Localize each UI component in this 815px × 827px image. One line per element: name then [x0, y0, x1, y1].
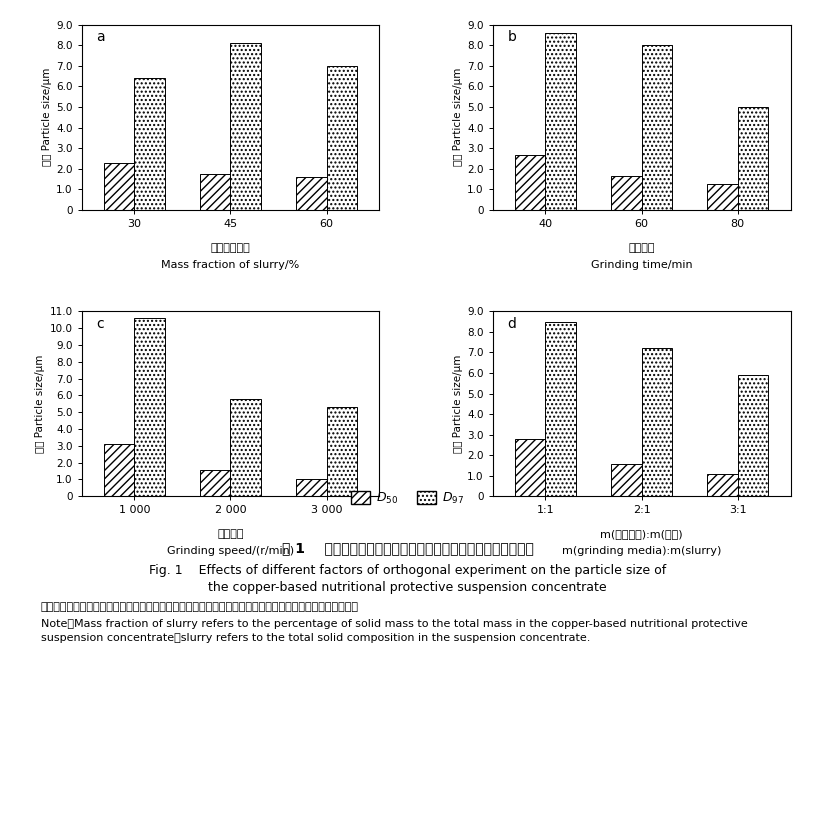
Bar [231, 43, 262, 210]
Text: m(grinding media):m(slurry): m(grinding media):m(slurry) [562, 546, 721, 556]
Text: 浆料质量分数: 浆料质量分数 [210, 243, 250, 253]
Bar [610, 176, 641, 210]
Bar [641, 45, 672, 210]
Bar [738, 375, 769, 496]
Text: 图 1    研磨正交实验各因素对铜基营养保护剂悬浮剂粒径的影响: 图 1 研磨正交实验各因素对铜基营养保护剂悬浮剂粒径的影响 [281, 542, 534, 556]
Bar [296, 479, 327, 496]
Bar [641, 348, 672, 496]
Bar [200, 174, 231, 210]
Legend: $D_{50}$, $D_{97}$: $D_{50}$, $D_{97}$ [346, 485, 469, 510]
Bar [515, 155, 545, 210]
Y-axis label: 粒径 Particle size/μm: 粒径 Particle size/μm [35, 355, 45, 453]
Bar [134, 79, 165, 210]
Text: the copper-based nutritional protective suspension concentrate: the copper-based nutritional protective … [208, 581, 607, 594]
Y-axis label: 粒径 Particle size/μm: 粒径 Particle size/μm [453, 355, 463, 453]
Y-axis label: 粒径 Particle size/μm: 粒径 Particle size/μm [453, 68, 463, 166]
Text: b: b [508, 31, 517, 45]
Text: c: c [96, 317, 104, 331]
Text: Mass fraction of slurry/%: Mass fraction of slurry/% [161, 260, 300, 270]
Bar [200, 471, 231, 496]
Text: Fig. 1    Effects of different factors of orthogonal experiment on the particle : Fig. 1 Effects of different factors of o… [149, 564, 666, 577]
Text: 注：浆料质量分数指铜基营养保护剂悬浮剂中固体质量占总质量的百分比，浆料指悬浮剂中的所有固体成分。: 注：浆料质量分数指铜基营养保护剂悬浮剂中固体质量占总质量的百分比，浆料指悬浮剂中… [41, 602, 359, 612]
Bar [707, 474, 738, 496]
Text: suspension concentrate，slurry refers to the total solid composition in the suspe: suspension concentrate，slurry refers to … [41, 633, 590, 643]
Bar [134, 318, 165, 496]
Bar [515, 438, 545, 496]
Bar [545, 33, 576, 210]
Bar [610, 465, 641, 496]
Bar [327, 66, 357, 210]
Bar [707, 184, 738, 210]
Y-axis label: 粒径 Particle size/μm: 粒径 Particle size/μm [42, 68, 52, 166]
Text: Grinding speed/(r/min): Grinding speed/(r/min) [167, 546, 294, 556]
Text: a: a [96, 31, 105, 45]
Bar [327, 407, 357, 496]
Text: d: d [508, 317, 517, 331]
Text: m(研磨介质):m(浆料): m(研磨介质):m(浆料) [601, 529, 683, 539]
Bar [231, 399, 262, 496]
Bar [545, 322, 576, 496]
Bar [104, 164, 134, 210]
Bar [104, 444, 134, 496]
Bar [296, 177, 327, 210]
Text: Grinding time/min: Grinding time/min [591, 260, 693, 270]
Text: 研磨转速: 研磨转速 [218, 529, 244, 539]
Text: 研磨时间: 研磨时间 [628, 243, 654, 253]
Text: Note：Mass fraction of slurry refers to the percentage of solid mass to the total: Note：Mass fraction of slurry refers to t… [41, 619, 747, 629]
Bar [738, 107, 769, 210]
